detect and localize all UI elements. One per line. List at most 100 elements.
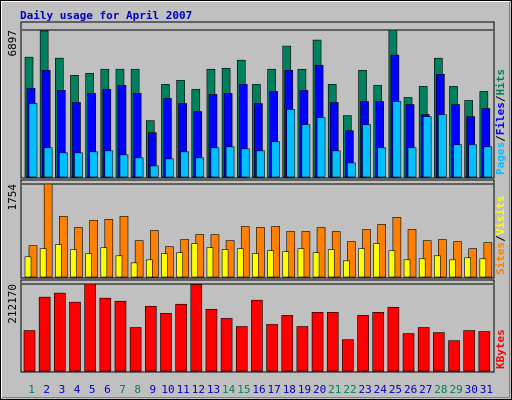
bar bbox=[236, 248, 244, 278]
x-tick-label: 18 bbox=[283, 383, 296, 396]
legend-entry: Pages bbox=[494, 142, 507, 175]
bar bbox=[176, 252, 183, 278]
x-tick-label: 4 bbox=[74, 383, 81, 396]
bar bbox=[281, 315, 294, 372]
bar bbox=[483, 146, 493, 178]
bar bbox=[438, 114, 447, 178]
legend-separator: / bbox=[494, 95, 507, 102]
bar bbox=[392, 217, 402, 278]
bar bbox=[256, 227, 265, 278]
bar bbox=[39, 248, 47, 278]
bar bbox=[144, 305, 157, 372]
x-tick-label: 20 bbox=[313, 383, 326, 396]
bar bbox=[326, 312, 339, 372]
bar bbox=[271, 141, 280, 178]
bar bbox=[134, 157, 144, 178]
bar bbox=[464, 257, 471, 278]
bar bbox=[134, 240, 144, 278]
x-tick-label: 17 bbox=[268, 383, 281, 396]
legend-entry: Visits bbox=[494, 196, 507, 236]
bar bbox=[297, 248, 305, 278]
x-tick-label: 31 bbox=[480, 383, 493, 396]
bar bbox=[316, 227, 326, 278]
bar bbox=[149, 165, 159, 178]
legend-entry: KBytes bbox=[494, 329, 507, 369]
x-tick-label: 1 bbox=[28, 383, 35, 396]
bar bbox=[266, 324, 278, 372]
bar bbox=[180, 151, 189, 178]
bar bbox=[104, 150, 114, 178]
bar bbox=[282, 251, 290, 278]
bar bbox=[373, 243, 381, 278]
bar bbox=[422, 116, 432, 178]
legend: Pages/Files/Hits bbox=[494, 69, 507, 175]
bar bbox=[69, 301, 81, 372]
bar bbox=[463, 330, 475, 372]
x-tick-label: 22 bbox=[343, 383, 356, 396]
bar bbox=[479, 258, 487, 278]
bar bbox=[417, 327, 430, 372]
bar bbox=[89, 220, 98, 278]
bar bbox=[256, 150, 265, 178]
bar bbox=[195, 157, 205, 178]
bar bbox=[43, 183, 53, 278]
bar bbox=[205, 308, 218, 372]
bar bbox=[301, 124, 311, 178]
bar bbox=[347, 241, 356, 278]
bar bbox=[115, 255, 123, 278]
bar bbox=[362, 124, 371, 178]
bar bbox=[388, 250, 396, 278]
x-tick-label: 25 bbox=[389, 383, 402, 396]
bar bbox=[160, 313, 172, 372]
x-tick-label: 2 bbox=[43, 383, 50, 396]
x-tick-label: 26 bbox=[404, 383, 417, 396]
bar bbox=[343, 260, 350, 278]
bar bbox=[59, 152, 68, 178]
x-tick-label: 21 bbox=[328, 383, 341, 396]
x-tick-label: 15 bbox=[237, 383, 250, 396]
legend: Sites/Visits bbox=[494, 196, 507, 276]
x-tick-label: 9 bbox=[150, 383, 157, 396]
x-tick-label: 28 bbox=[434, 383, 447, 396]
bar bbox=[129, 327, 142, 372]
bar bbox=[392, 101, 402, 178]
bar bbox=[119, 154, 129, 178]
bar bbox=[84, 283, 96, 372]
bar bbox=[74, 152, 83, 178]
bar bbox=[165, 158, 174, 178]
x-tick-label: 5 bbox=[89, 383, 96, 396]
bar bbox=[327, 249, 335, 278]
bar bbox=[403, 259, 411, 278]
bar bbox=[296, 326, 309, 372]
bar bbox=[251, 299, 263, 372]
bar bbox=[225, 146, 235, 178]
bar bbox=[235, 326, 248, 372]
bar bbox=[114, 300, 127, 372]
bar bbox=[145, 259, 153, 278]
bar bbox=[99, 297, 112, 372]
bar bbox=[23, 330, 36, 372]
x-tick-label: 19 bbox=[298, 383, 311, 396]
bar bbox=[478, 331, 491, 372]
bar bbox=[311, 312, 324, 372]
bar bbox=[434, 255, 441, 278]
bar bbox=[240, 148, 250, 178]
x-tick-label: 6 bbox=[104, 383, 111, 396]
x-tick-label: 12 bbox=[192, 383, 205, 396]
bar bbox=[210, 147, 220, 178]
legend: KBytes bbox=[494, 329, 507, 369]
x-tick-label: 16 bbox=[252, 383, 265, 396]
bar bbox=[347, 162, 356, 178]
x-tick-label: 8 bbox=[134, 383, 141, 396]
x-tick-label: 11 bbox=[177, 383, 190, 396]
panel-frame bbox=[20, 279, 495, 373]
y-tick-label: 212170 bbox=[6, 284, 19, 324]
bar bbox=[38, 296, 51, 372]
bar bbox=[89, 151, 98, 178]
bar bbox=[402, 333, 415, 372]
bar bbox=[130, 262, 138, 278]
x-tick-label: 7 bbox=[119, 383, 126, 396]
x-tick-label: 3 bbox=[59, 383, 66, 396]
bar bbox=[161, 253, 168, 278]
bar bbox=[43, 147, 53, 178]
